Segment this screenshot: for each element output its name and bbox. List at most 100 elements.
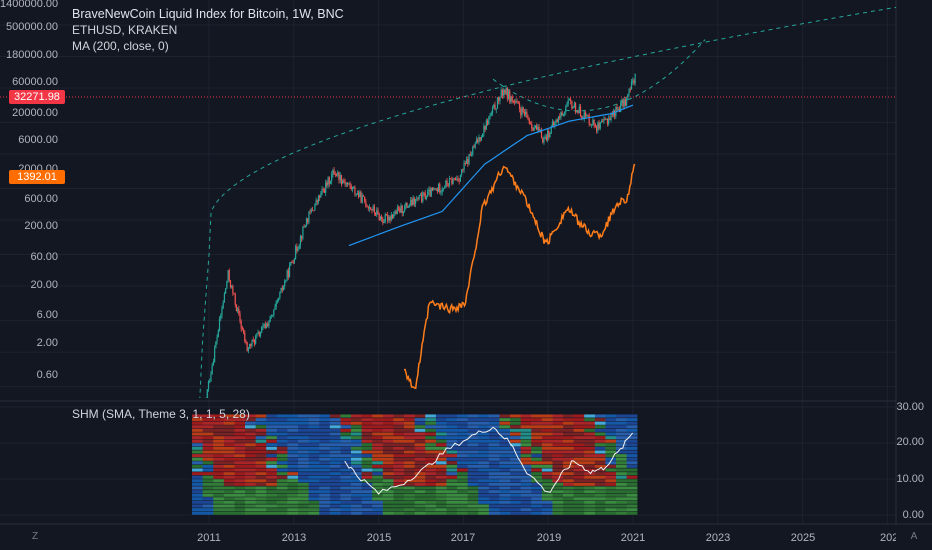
shm-cell [425, 421, 437, 425]
btc-candle [453, 178, 455, 180]
shm-cell [192, 461, 203, 465]
btc-candle [617, 108, 619, 110]
shm-cell [340, 489, 352, 494]
shm-cell [329, 471, 341, 476]
btc-candle [503, 90, 505, 96]
btc-candle [430, 188, 432, 197]
shm-cell [563, 453, 574, 458]
shm-cell [552, 464, 564, 469]
shm-cell [276, 446, 288, 451]
btc-candle [549, 133, 551, 138]
shm-cell [605, 482, 617, 487]
btc-candle [447, 184, 449, 186]
shm-cell [488, 457, 500, 461]
shm-cell [499, 504, 511, 508]
shm-cell [202, 446, 214, 451]
shm-cell [308, 464, 320, 469]
shm-cell [584, 504, 596, 508]
shm-cell [510, 443, 521, 447]
shm-cell [213, 511, 225, 515]
shm-cell [435, 446, 447, 451]
shm-cell [287, 425, 299, 429]
shm-cell [616, 435, 627, 440]
btc-candle [517, 102, 519, 104]
shm-cell [340, 464, 352, 469]
shm-cell [319, 414, 331, 418]
shm-cell [605, 421, 617, 425]
shm-cell [552, 439, 564, 443]
btc-candle [630, 81, 633, 90]
btc-candle [295, 246, 297, 260]
shm-cell [266, 507, 278, 512]
btc-candle [475, 139, 478, 144]
shm-cell [308, 468, 320, 472]
btc-candle [390, 214, 392, 220]
auto-scale-button[interactable]: A [910, 531, 918, 542]
shm-cell [541, 439, 553, 443]
shm-cell [266, 425, 278, 429]
shm-cell [605, 504, 617, 508]
x-tick: 2015 [366, 532, 392, 544]
shm-cell [467, 493, 479, 497]
btc-candle [487, 120, 489, 125]
compare-symbol-legend[interactable]: ETHUSD, KRAKEN [72, 23, 178, 37]
shm-cell [467, 497, 479, 501]
shm-cell [393, 475, 405, 479]
shm-cell [382, 428, 394, 433]
shm-cell [223, 486, 235, 490]
shm-cell [287, 479, 299, 483]
shm-cell [478, 504, 490, 508]
shm-cell [425, 500, 437, 505]
shm-cell [361, 479, 373, 483]
shm-cell [382, 507, 394, 512]
shm-cell [414, 507, 426, 512]
shm-cell [531, 421, 543, 425]
shm-cell [382, 435, 394, 440]
btc-candle [340, 175, 343, 184]
shm-cell [276, 432, 288, 436]
shm-cell [287, 414, 299, 418]
btc-candle [445, 180, 447, 188]
shm-cell [245, 500, 256, 505]
timezone-button[interactable]: Z [31, 531, 39, 542]
btc-candle [232, 285, 234, 293]
shm-cell [510, 439, 521, 443]
shm-cell [573, 417, 585, 422]
shm-cell [340, 468, 352, 472]
shm-cell [584, 479, 596, 483]
shm-cell [213, 504, 225, 508]
btc-candle [314, 204, 316, 211]
shm-cell [520, 435, 532, 440]
btc-candle [399, 208, 401, 213]
shm-cell [520, 497, 532, 501]
btc-candle [343, 180, 345, 182]
shm-indicator-legend[interactable]: SHM (SMA, Theme 3, 1, 1, 5, 28) [72, 407, 250, 421]
btc-candle [286, 270, 288, 281]
shm-cell [234, 453, 246, 458]
shm-cell [361, 414, 373, 418]
chart-title[interactable]: BraveNewCoin Liquid Index for Bitcoin, 1… [72, 7, 344, 21]
ma-indicator-legend[interactable]: MA (200, close, 0) [72, 39, 169, 53]
shm-cell [626, 486, 638, 490]
shm-cell [266, 504, 278, 508]
btc-candle [329, 180, 332, 184]
shm-cell [414, 471, 426, 476]
shm-cell [626, 453, 638, 458]
shm-cell [298, 500, 309, 505]
btc-candle [412, 198, 414, 206]
shm-cell [594, 443, 606, 447]
btc-candle [285, 280, 287, 281]
btc-candle [461, 169, 463, 175]
shm-cell [616, 493, 627, 497]
shm-cell [372, 507, 384, 512]
shm-cell [563, 425, 574, 429]
shm-cell [488, 461, 500, 465]
btc-candle [458, 180, 460, 182]
btc-candle [361, 195, 363, 203]
shm-cell [266, 414, 278, 418]
shm-cell [298, 432, 309, 436]
shm-cell [255, 504, 267, 508]
shm-cell [425, 461, 437, 465]
btc-candle [261, 327, 263, 333]
